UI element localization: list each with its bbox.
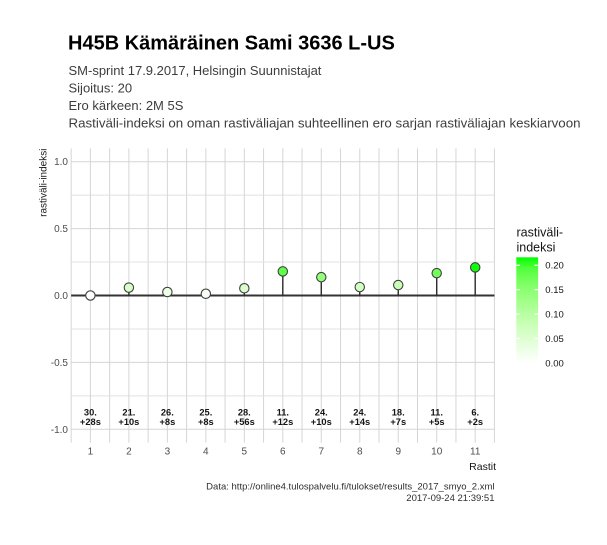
svg-text:0.05: 0.05 (545, 334, 564, 345)
svg-text:4: 4 (203, 447, 209, 458)
svg-text:+2s: +2s (467, 417, 483, 427)
svg-text:18.: 18. (392, 407, 405, 417)
svg-text:Rastit: Rastit (469, 461, 496, 473)
svg-text:Data: http://online4.tulospalv: Data: http://online4.tulospalvelu.fi/tul… (206, 481, 494, 492)
svg-text:5: 5 (242, 447, 248, 458)
svg-text:26.: 26. (161, 407, 174, 417)
svg-text:rastiväli-indeksi: rastiväli-indeksi (38, 149, 49, 217)
svg-text:2017-09-24 21:39:51: 2017-09-24 21:39:51 (406, 493, 494, 504)
svg-text:0.10: 0.10 (545, 310, 564, 321)
svg-text:Rastiväli-indeksi on oman rast: Rastiväli-indeksi on oman rastiväliajan … (69, 116, 581, 131)
svg-text:6: 6 (280, 447, 286, 458)
svg-text:1.0: 1.0 (54, 157, 68, 168)
svg-text:SM-sprint 17.9.2017, Helsingin: SM-sprint 17.9.2017, Helsingin Suunnista… (69, 63, 322, 78)
svg-text:25.: 25. (199, 407, 212, 417)
svg-text:6.: 6. (471, 407, 479, 417)
svg-text:8: 8 (357, 447, 363, 458)
svg-text:rastiväli-: rastiväli- (517, 225, 564, 239)
svg-text:10: 10 (431, 447, 443, 458)
svg-text:11.: 11. (431, 407, 443, 417)
svg-text:-1.0: -1.0 (51, 425, 69, 436)
svg-text:+8s: +8s (159, 417, 175, 427)
svg-text:11: 11 (470, 447, 481, 458)
svg-text:9: 9 (395, 447, 401, 458)
svg-text:11.: 11. (277, 407, 289, 417)
svg-text:30.: 30. (84, 407, 97, 417)
svg-text:+56s: +56s (234, 417, 255, 427)
svg-text:21.: 21. (122, 407, 135, 417)
svg-text:3: 3 (165, 447, 171, 458)
svg-text:-0.5: -0.5 (51, 358, 69, 369)
svg-text:H45B Kämäräinen Sami 3636 L-US: H45B Kämäräinen Sami 3636 L-US (68, 33, 395, 55)
svg-text:7: 7 (318, 447, 324, 458)
svg-text:24.: 24. (353, 407, 366, 417)
svg-text:+10s: +10s (311, 417, 332, 427)
svg-text:+12s: +12s (272, 417, 293, 427)
svg-text:+8s: +8s (198, 417, 214, 427)
svg-text:0.00: 0.00 (545, 358, 564, 369)
svg-text:0.15: 0.15 (545, 285, 564, 296)
svg-text:+10s: +10s (118, 417, 139, 427)
svg-text:1: 1 (88, 447, 94, 458)
svg-text:+14s: +14s (349, 417, 370, 427)
svg-text:Sijoitus: 20: Sijoitus: 20 (69, 81, 133, 96)
svg-text:24.: 24. (315, 407, 328, 417)
svg-text:Ero kärkeen: 2M 5S: Ero kärkeen: 2M 5S (69, 98, 184, 113)
svg-text:+5s: +5s (429, 417, 445, 427)
svg-text:2: 2 (126, 447, 132, 458)
svg-text:+7s: +7s (390, 417, 406, 427)
svg-text:0.0: 0.0 (54, 291, 68, 302)
svg-text:0.5: 0.5 (54, 224, 68, 235)
svg-text:0.20: 0.20 (545, 261, 564, 272)
svg-text:indeksi: indeksi (517, 240, 556, 254)
svg-text:+28s: +28s (80, 417, 101, 427)
svg-text:28.: 28. (238, 407, 251, 417)
